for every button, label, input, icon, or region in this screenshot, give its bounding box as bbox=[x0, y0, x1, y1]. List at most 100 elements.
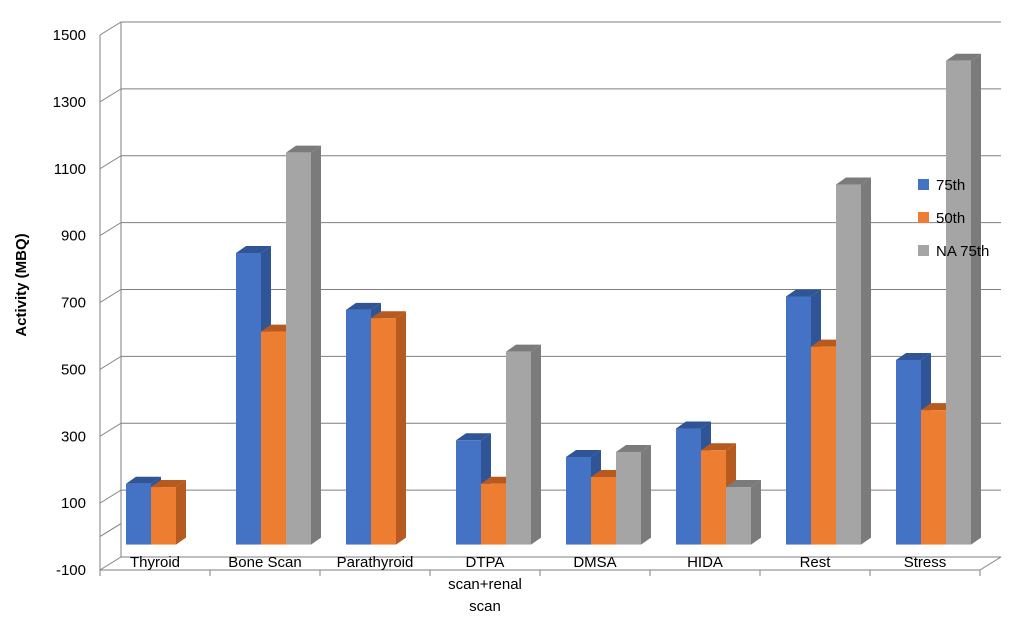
bar-top-face bbox=[286, 145, 321, 153]
gridline-side bbox=[99, 556, 122, 571]
y-tick-label: 1500 bbox=[53, 27, 86, 44]
y-tick-label: -100 bbox=[56, 562, 86, 579]
bar-front-face bbox=[896, 359, 921, 545]
y-tick-labels: -100 100 300 500 700 900 1100 1300 1500 bbox=[53, 27, 86, 579]
x-tick-label-line: Thyroid bbox=[130, 554, 180, 571]
axes bbox=[99, 22, 1002, 576]
legend: 75th 50th NA 75th bbox=[918, 177, 989, 260]
bar-side-face bbox=[641, 444, 651, 545]
x-tick-label-line: scan+renal bbox=[448, 576, 522, 593]
bar-front-face bbox=[236, 252, 261, 545]
gridline-side bbox=[99, 289, 122, 303]
x-tick-label-line: Rest bbox=[800, 554, 832, 571]
x-tick-label: Stress bbox=[904, 554, 947, 571]
bar-front-face bbox=[811, 346, 836, 545]
bar bbox=[286, 145, 321, 545]
bars bbox=[126, 53, 981, 545]
bar bbox=[371, 311, 406, 545]
x-tick-label: Bone Scan bbox=[228, 554, 301, 571]
gridline-side bbox=[99, 155, 122, 170]
bar-side-face bbox=[861, 177, 871, 545]
bar-front-face bbox=[286, 152, 311, 545]
bar-front-face bbox=[676, 428, 701, 545]
bar-top-face bbox=[946, 53, 981, 61]
y-tick-label: 500 bbox=[61, 361, 86, 378]
bar-top-face bbox=[786, 289, 821, 297]
bar-side-face bbox=[176, 480, 186, 545]
bar-top-face bbox=[236, 245, 271, 253]
bar-top-face bbox=[371, 311, 406, 319]
bar-top-face bbox=[616, 444, 651, 452]
bar-front-face bbox=[701, 450, 726, 545]
x-tick-label-line: Bone Scan bbox=[228, 554, 301, 571]
bar-side-face bbox=[751, 480, 761, 545]
x-tick-label: Rest bbox=[800, 554, 832, 571]
x-tick-label-line: DTPA bbox=[466, 554, 505, 571]
y-axis-label: Activity (MBQ) bbox=[13, 233, 30, 336]
x-tick-label: Parathyroid bbox=[337, 554, 414, 571]
x-tick-label-line: Parathyroid bbox=[337, 554, 414, 571]
category-labels: Thyroid Bone Scan Parathyroid DTPA scan+rena… bbox=[130, 554, 946, 615]
x-tick-label: Thyroid bbox=[130, 554, 180, 571]
bar-front-face bbox=[836, 184, 861, 545]
x-tick-label-line: DMSA bbox=[573, 554, 616, 571]
bar-top-face bbox=[346, 302, 381, 310]
bar-top-face bbox=[726, 480, 761, 488]
bar bbox=[616, 444, 651, 545]
y-tick-label: 1100 bbox=[54, 161, 86, 178]
bar bbox=[151, 480, 186, 545]
bar-top-face bbox=[506, 344, 541, 352]
bar-front-face bbox=[506, 351, 531, 545]
bar-front-face bbox=[151, 487, 176, 545]
legend-swatch bbox=[918, 179, 929, 190]
gridline-side bbox=[99, 222, 122, 237]
bar-front-face bbox=[126, 483, 151, 545]
bar-top-face bbox=[456, 433, 491, 441]
legend-swatch bbox=[918, 212, 929, 223]
bar-front-face bbox=[456, 440, 481, 545]
bar-front-face bbox=[566, 456, 591, 545]
legend-label: NA 75th bbox=[936, 243, 989, 260]
bar-front-face bbox=[371, 318, 396, 545]
bar-side-face bbox=[396, 311, 406, 545]
bar-front-face bbox=[481, 483, 506, 545]
bar bbox=[946, 53, 981, 545]
bar bbox=[506, 344, 541, 545]
bar-front-face bbox=[616, 451, 641, 545]
gridline-side bbox=[99, 422, 122, 437]
y-tick-label: 900 bbox=[61, 228, 86, 245]
bar-top-face bbox=[676, 421, 711, 429]
gridline-side bbox=[99, 355, 122, 370]
bar-side-face bbox=[311, 145, 321, 545]
bar-front-face bbox=[946, 60, 971, 545]
legend-label: 75th bbox=[936, 177, 965, 194]
x-tick-label: DMSA bbox=[573, 554, 616, 571]
x-tick-label-line: scan bbox=[469, 598, 501, 615]
bar-front-face bbox=[921, 410, 946, 545]
bar-top-face bbox=[896, 352, 931, 360]
bar-side-face bbox=[971, 53, 981, 545]
bar bbox=[726, 480, 761, 545]
gridline-side bbox=[99, 489, 122, 504]
bar-front-face bbox=[591, 477, 616, 545]
y-tick-label: 100 bbox=[61, 495, 86, 512]
x-axis-right-edge bbox=[979, 556, 1002, 571]
gridline-side bbox=[99, 21, 122, 36]
y-tick-label: 300 bbox=[61, 428, 86, 445]
floor-edge bbox=[99, 523, 122, 537]
bar-front-face bbox=[726, 487, 751, 545]
x-tick-label: DTPA scan+renal scan bbox=[448, 554, 522, 615]
y-tick-label: 1300 bbox=[53, 94, 86, 111]
bar-side-face bbox=[531, 344, 541, 545]
x-tick-label: HIDA bbox=[687, 554, 723, 571]
legend-swatch bbox=[918, 245, 929, 256]
bar-top-face bbox=[836, 177, 871, 185]
gridline-side bbox=[99, 88, 122, 103]
bar-top-face bbox=[566, 449, 601, 457]
bar-top-face bbox=[126, 476, 161, 484]
bar-front-face bbox=[786, 296, 811, 545]
bar-top-face bbox=[151, 480, 186, 488]
x-tick-label-line: HIDA bbox=[687, 554, 723, 571]
legend-label: 50th bbox=[936, 210, 965, 227]
